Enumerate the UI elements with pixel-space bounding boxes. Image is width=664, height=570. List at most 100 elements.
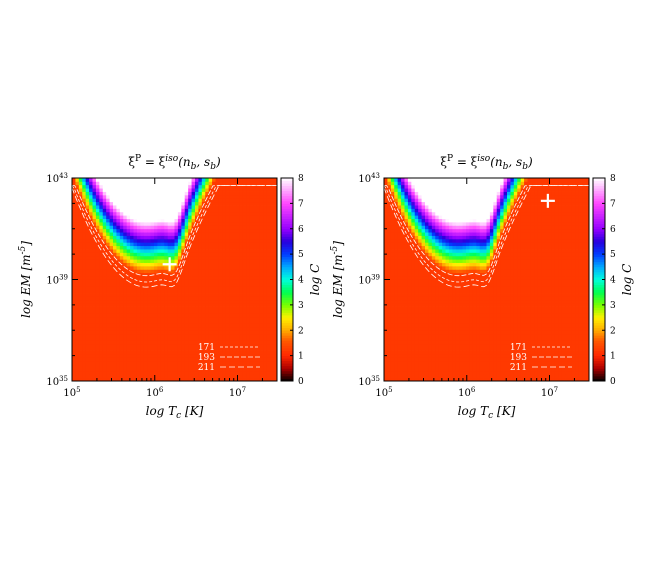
heatmap-cell xyxy=(150,198,155,203)
heatmap-cell xyxy=(123,205,128,209)
heatmap-cell xyxy=(113,242,117,247)
heatmap-cell xyxy=(404,343,409,348)
heatmap-cell xyxy=(442,313,446,318)
heatmap-cell xyxy=(72,208,76,213)
heatmap-cell xyxy=(212,357,216,362)
heatmap-cell xyxy=(263,299,268,304)
heatmap-cell xyxy=(397,330,402,335)
heatmap-cell xyxy=(273,276,278,280)
heatmap-cell xyxy=(438,225,443,230)
heatmap-cell xyxy=(259,343,264,348)
heatmap-cell xyxy=(157,259,162,263)
heatmap-cell xyxy=(201,265,206,270)
heatmap-cell xyxy=(164,353,169,358)
heatmap-cell xyxy=(78,262,83,267)
heatmap-cell xyxy=(225,272,230,277)
heatmap-cell xyxy=(164,370,169,375)
heatmap-cell xyxy=(140,316,145,321)
heatmap-cell xyxy=(384,289,388,294)
heatmap-cell xyxy=(390,333,395,338)
heatmap-cell xyxy=(394,191,399,196)
heatmap-cell xyxy=(188,282,192,287)
heatmap-cell xyxy=(445,326,450,331)
heatmap-cell xyxy=(407,289,412,294)
heatmap-cell xyxy=(157,293,162,297)
heatmap-cell xyxy=(418,360,422,365)
heatmap-cell xyxy=(113,265,117,270)
heatmap-cell xyxy=(232,276,237,280)
heatmap-cell xyxy=(140,208,145,213)
heatmap-cell xyxy=(421,370,426,375)
heatmap-cell xyxy=(116,364,121,368)
heatmap-cell xyxy=(404,333,409,338)
heatmap-cell xyxy=(425,232,429,236)
heatmap-cell xyxy=(198,272,203,277)
heatmap-cell xyxy=(195,235,199,240)
heatmap-cell xyxy=(78,249,83,253)
heatmap-cell xyxy=(387,184,392,189)
heatmap-cell xyxy=(229,252,233,257)
heatmap-cell xyxy=(414,370,419,375)
heatmap-cell xyxy=(394,201,399,206)
heatmap-cell xyxy=(130,364,134,368)
heatmap-cell xyxy=(435,374,440,379)
heatmap-cell xyxy=(78,374,83,379)
heatmap-cell xyxy=(208,235,213,240)
heatmap-cell xyxy=(92,221,97,226)
heatmap-cell xyxy=(270,333,274,338)
heatmap-cell xyxy=(397,360,402,365)
heatmap-cell xyxy=(174,276,179,280)
heatmap-cell xyxy=(109,178,114,182)
heatmap-cell xyxy=(438,286,443,291)
heatmap-cell xyxy=(435,323,440,328)
heatmap-cell xyxy=(270,201,274,206)
heatmap-cell xyxy=(448,269,453,274)
heatmap-cell xyxy=(78,370,83,375)
heatmap-cell xyxy=(215,194,220,199)
heatmap-cell xyxy=(195,188,199,192)
heatmap-cell xyxy=(242,306,247,311)
heatmap-cell xyxy=(418,249,422,253)
heatmap-cell xyxy=(136,181,141,186)
heatmap-cell xyxy=(384,360,388,365)
heatmap-cell xyxy=(242,198,247,203)
heatmap-cell xyxy=(384,215,388,219)
heatmap-cell xyxy=(116,218,121,223)
heatmap-cell xyxy=(102,178,107,182)
heatmap-cell xyxy=(164,313,169,318)
heatmap-cell xyxy=(126,252,131,257)
heatmap-cell xyxy=(212,194,216,199)
heatmap-cell xyxy=(174,208,179,213)
heatmap-cell xyxy=(404,208,409,213)
heatmap-cell xyxy=(435,232,440,236)
heatmap-cell xyxy=(401,350,405,355)
heatmap-cell xyxy=(95,279,100,284)
heatmap-cell xyxy=(259,370,264,375)
heatmap-cell xyxy=(397,309,402,314)
heatmap-cell xyxy=(201,252,206,257)
heatmap-cell xyxy=(136,249,141,253)
heatmap-cell xyxy=(106,350,110,355)
heatmap-cell xyxy=(102,350,107,355)
heatmap-cell xyxy=(116,293,121,297)
heatmap-cell xyxy=(431,272,436,277)
heatmap-cell xyxy=(119,313,124,318)
heatmap-cell xyxy=(140,330,145,335)
heatmap-cell xyxy=(85,364,90,368)
heatmap-cell xyxy=(89,249,93,253)
colorbar-segment xyxy=(281,363,293,367)
heatmap-cell xyxy=(147,364,151,368)
heatmap-cell xyxy=(404,218,409,223)
heatmap-cell xyxy=(225,211,230,216)
heatmap-cell xyxy=(92,309,97,314)
heatmap-cell xyxy=(123,306,128,311)
heatmap-cell xyxy=(414,326,419,331)
heatmap-cell xyxy=(171,293,175,297)
heatmap-cell xyxy=(256,194,261,199)
heatmap-cell xyxy=(201,306,206,311)
heatmap-cell xyxy=(72,188,76,192)
colorbar-segment xyxy=(281,320,293,324)
heatmap-cell xyxy=(273,306,278,311)
heatmap-cell xyxy=(106,347,110,351)
heatmap-cell xyxy=(99,215,104,219)
